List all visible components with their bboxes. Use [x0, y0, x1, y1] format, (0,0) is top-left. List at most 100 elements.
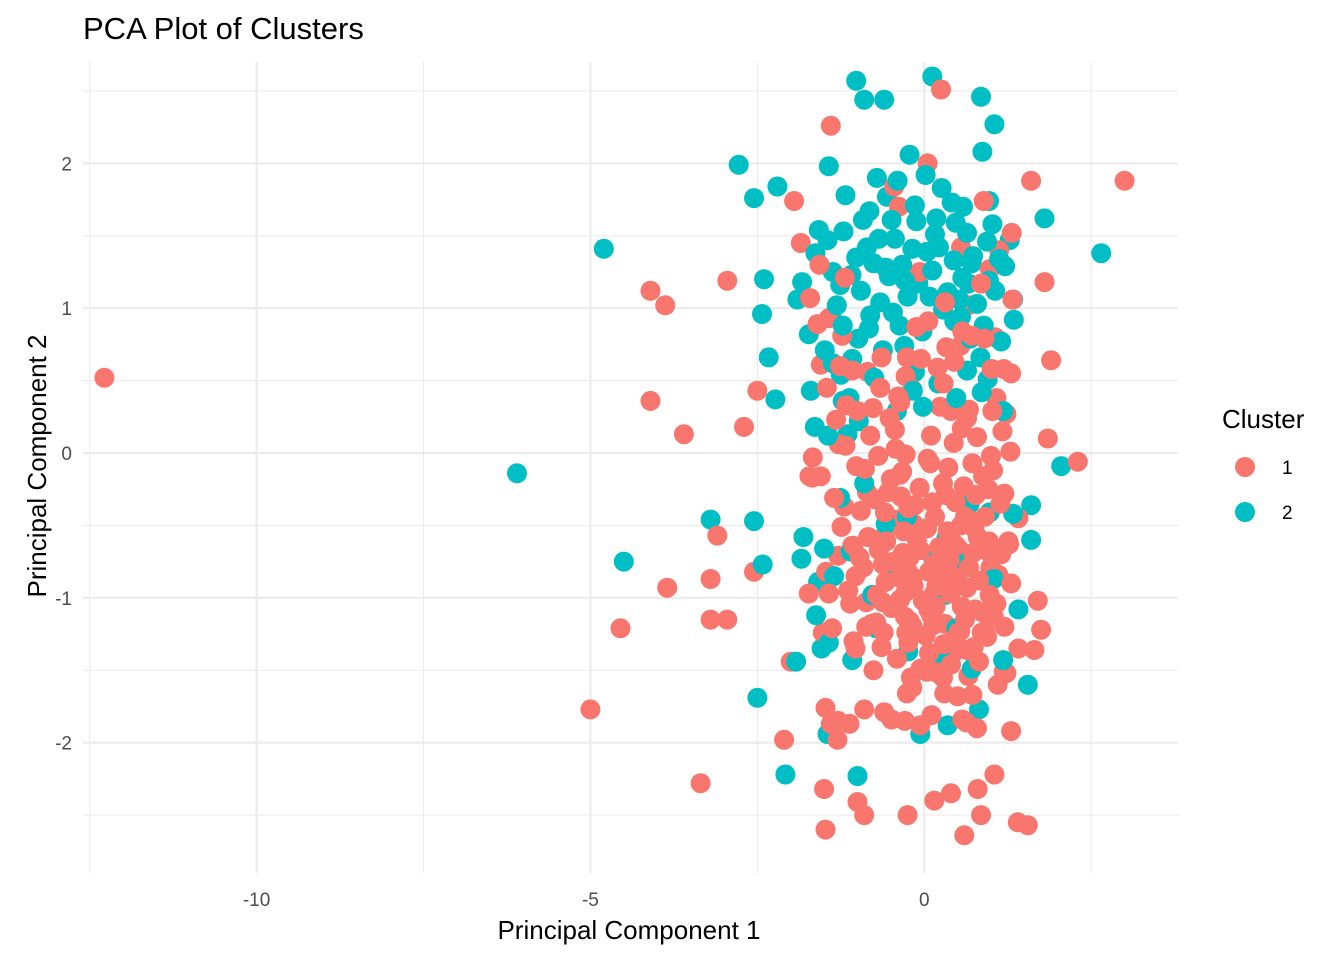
point-cluster-2 — [892, 254, 913, 275]
point-cluster-2 — [744, 188, 764, 209]
point-cluster-2 — [800, 380, 821, 401]
point-cluster-1 — [858, 527, 879, 547]
point-cluster-2 — [894, 270, 915, 291]
point-cluster-1 — [934, 683, 955, 704]
point-cluster-1 — [917, 448, 938, 469]
point-cluster-2 — [863, 253, 884, 274]
point-cluster-1 — [1000, 441, 1021, 462]
point-cluster-2 — [989, 249, 1010, 269]
point-cluster-1 — [1067, 451, 1088, 472]
point-cluster-1 — [807, 314, 828, 335]
point-cluster-1 — [974, 328, 995, 349]
point-cluster-1 — [610, 618, 631, 639]
point-cluster-1 — [655, 295, 676, 316]
point-cluster-1 — [854, 699, 875, 720]
point-cluster-1 — [971, 273, 991, 294]
point-cluster-2 — [767, 176, 788, 197]
point-cluster-1 — [994, 616, 1015, 637]
point-cluster-2 — [967, 293, 987, 314]
point-cluster-2 — [897, 286, 918, 307]
point-cluster-1 — [849, 547, 870, 568]
point-cluster-1 — [904, 495, 925, 516]
point-cluster-2 — [613, 551, 634, 572]
y-tick-label: -2 — [55, 734, 72, 755]
point-cluster-1 — [977, 626, 997, 647]
point-cluster-1 — [865, 489, 886, 510]
point-cluster-1 — [824, 487, 845, 508]
point-cluster-1 — [690, 773, 711, 794]
x-tick-label: -5 — [582, 890, 599, 911]
point-cluster-2 — [1021, 495, 1042, 516]
point-cluster-2 — [791, 548, 812, 569]
point-cluster-2 — [915, 165, 936, 185]
y-axis-title: Principal Component 2 — [22, 334, 52, 597]
point-cluster-1 — [944, 351, 965, 372]
point-cluster-2 — [854, 473, 875, 494]
point-cluster-2 — [881, 209, 902, 230]
point-cluster-2 — [984, 114, 1005, 135]
point-cluster-1 — [847, 792, 868, 812]
point-cluster-1 — [1001, 573, 1022, 594]
point-cluster-1 — [818, 583, 839, 604]
point-cluster-1 — [836, 395, 857, 416]
point-cluster-1 — [1008, 638, 1029, 659]
point-cluster-1 — [967, 779, 988, 799]
point-cluster-1 — [784, 191, 805, 211]
point-cluster-1 — [831, 516, 852, 537]
point-cluster-1 — [838, 580, 859, 601]
point-cluster-1 — [822, 618, 843, 639]
point-cluster-2 — [1091, 243, 1112, 264]
point-cluster-2 — [1021, 529, 1042, 550]
point-cluster-2 — [835, 185, 856, 206]
point-cluster-1 — [983, 460, 1004, 481]
point-cluster-1 — [839, 713, 860, 734]
point-cluster-1 — [933, 634, 954, 655]
point-cluster-1 — [862, 398, 883, 419]
point-cluster-2 — [1003, 309, 1024, 330]
point-cluster-2 — [775, 764, 796, 785]
point-cluster-1 — [640, 280, 661, 301]
x-tick-label: 0 — [919, 890, 930, 911]
point-cluster-2 — [818, 425, 839, 446]
point-cluster-2 — [848, 328, 869, 349]
point-cluster-1 — [984, 764, 1005, 785]
point-cluster-2 — [977, 231, 997, 252]
point-cluster-2 — [832, 315, 853, 336]
point-cluster-1 — [938, 457, 959, 478]
point-cluster-1 — [1002, 289, 1023, 310]
point-cluster-1 — [707, 525, 728, 546]
grid-lines — [83, 62, 1178, 873]
point-cluster-2 — [878, 266, 899, 287]
point-cluster-2 — [824, 566, 845, 587]
point-cluster-1 — [991, 544, 1012, 565]
point-cluster-1 — [962, 684, 983, 705]
point-cluster-2 — [854, 89, 875, 110]
point-cluster-2 — [1051, 456, 1072, 477]
point-cluster-1 — [890, 392, 911, 413]
point-cluster-2 — [943, 250, 964, 271]
x-tick-label: -10 — [243, 890, 270, 911]
point-cluster-2 — [856, 237, 877, 258]
point-cluster-1 — [884, 419, 905, 440]
point-cluster-2 — [786, 651, 807, 672]
point-cluster-2 — [929, 237, 949, 258]
point-cluster-2 — [899, 144, 920, 165]
point-cluster-1 — [870, 377, 891, 398]
point-cluster-2 — [806, 605, 827, 626]
point-cluster-2 — [850, 280, 871, 301]
point-cluster-1 — [967, 718, 987, 739]
point-cluster-1 — [931, 79, 951, 100]
point-cluster-2 — [922, 260, 943, 281]
point-cluster-1 — [941, 783, 961, 804]
point-cluster-2 — [758, 347, 779, 368]
point-cluster-1 — [826, 409, 847, 430]
point-cluster-2 — [833, 221, 854, 242]
point-cluster-2 — [904, 195, 925, 216]
point-cluster-1 — [657, 577, 678, 598]
point-cluster-1 — [827, 729, 848, 750]
point-cluster-2 — [919, 286, 940, 307]
point-cluster-1 — [948, 622, 969, 643]
